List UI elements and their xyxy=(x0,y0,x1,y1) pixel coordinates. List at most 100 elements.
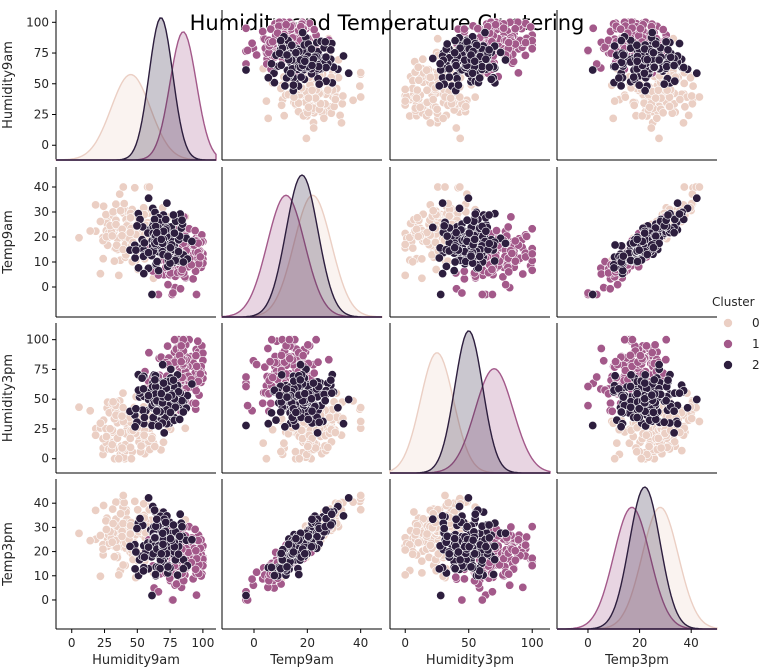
scatter-point xyxy=(488,265,496,273)
scatter-point xyxy=(295,455,303,463)
scatter-point xyxy=(688,92,696,100)
panel-Temp9am-vs-Humidity3pm xyxy=(390,167,550,317)
scatter-point xyxy=(75,234,83,242)
scatter-point xyxy=(292,408,300,416)
scatter-point xyxy=(160,429,168,437)
scatter-point xyxy=(322,63,330,71)
scatter-point xyxy=(91,506,99,514)
scatter-point xyxy=(627,403,635,411)
scatter-point xyxy=(166,534,174,542)
scatter-point xyxy=(502,280,510,288)
scatter-point xyxy=(617,82,625,90)
scatter-point xyxy=(642,342,650,350)
scatter-point xyxy=(169,521,177,529)
scatter-point xyxy=(485,239,493,247)
scatter-point xyxy=(312,336,320,344)
panel-Humidity3pm-vs-Temp3pm xyxy=(557,323,717,473)
scatter-point xyxy=(633,257,641,265)
scatter-point xyxy=(144,494,152,502)
scatter-point xyxy=(487,75,495,83)
scatter-point xyxy=(192,351,200,359)
scatter-point xyxy=(264,420,272,428)
scatter-point xyxy=(611,372,619,380)
scatter-point xyxy=(356,82,364,90)
scatter-point xyxy=(109,505,117,513)
scatter-point xyxy=(611,241,619,249)
scatter-point xyxy=(419,55,427,63)
scatter-point xyxy=(415,76,423,84)
scatter-point xyxy=(357,491,365,499)
scatter-point xyxy=(471,93,479,101)
scatter-point xyxy=(670,61,678,69)
scatter-point xyxy=(133,524,141,532)
scatter-point xyxy=(460,275,468,283)
y-tick-label: 100 xyxy=(26,333,49,347)
scatter-point xyxy=(597,344,605,352)
scatter-point xyxy=(649,408,657,416)
scatter-point xyxy=(162,215,170,223)
scatter-point xyxy=(268,336,276,344)
scatter-point xyxy=(193,362,201,370)
scatter-point xyxy=(267,399,275,407)
scatter-point xyxy=(505,38,513,46)
scatter-point xyxy=(649,244,657,252)
scatter-point xyxy=(292,49,300,57)
scatter-point xyxy=(242,24,250,32)
scatter-point xyxy=(282,21,290,29)
scatter-point xyxy=(302,134,310,142)
scatter-point xyxy=(267,60,275,68)
scatter-point xyxy=(641,379,649,387)
scatter-point xyxy=(451,258,459,266)
scatter-point xyxy=(91,201,99,209)
scatter-point xyxy=(336,111,344,119)
scatter-point xyxy=(439,114,447,122)
scatter-point xyxy=(664,46,672,54)
scatter-point xyxy=(664,211,672,219)
scatter-point xyxy=(491,21,499,29)
y-axis-label: Temp9am xyxy=(1,210,16,275)
scatter-point xyxy=(426,73,434,81)
scatter-point xyxy=(345,494,353,502)
scatter-point xyxy=(635,246,643,254)
scatter-point xyxy=(116,207,124,215)
y-tick-label: 30 xyxy=(34,205,49,219)
scatter-point xyxy=(314,358,322,366)
scatter-point xyxy=(289,81,297,89)
scatter-point xyxy=(259,399,267,407)
scatter-point xyxy=(102,432,110,440)
scatter-point xyxy=(617,36,625,44)
scatter-point xyxy=(627,371,635,379)
scatter-point xyxy=(153,257,161,265)
scatter-point xyxy=(635,405,643,413)
y-tick-label: 25 xyxy=(34,422,49,436)
scatter-point xyxy=(452,229,460,237)
scatter-point xyxy=(589,421,597,429)
scatter-point xyxy=(151,376,159,384)
scatter-point xyxy=(429,54,437,62)
scatter-point xyxy=(514,69,522,77)
scatter-point xyxy=(613,439,621,447)
x-tick-label: 0 xyxy=(68,636,76,650)
scatter-point xyxy=(277,408,285,416)
scatter-point xyxy=(641,229,649,237)
panel-Temp9am-vs-Temp9am xyxy=(222,167,382,317)
x-tick-label: 100 xyxy=(191,636,214,650)
scatter-point xyxy=(110,553,118,561)
scatter-point xyxy=(501,239,509,247)
scatter-point xyxy=(191,226,199,234)
scatter-point xyxy=(140,431,148,439)
scatter-point xyxy=(126,443,134,451)
scatter-point xyxy=(445,73,453,81)
scatter-point xyxy=(242,421,250,429)
scatter-point xyxy=(191,525,199,533)
scatter-point xyxy=(166,408,174,416)
scatter-point xyxy=(296,376,304,384)
scatter-point xyxy=(102,525,110,533)
scatter-point xyxy=(528,266,536,274)
y-tick-label: 40 xyxy=(34,496,49,510)
scatter-point xyxy=(181,424,189,432)
